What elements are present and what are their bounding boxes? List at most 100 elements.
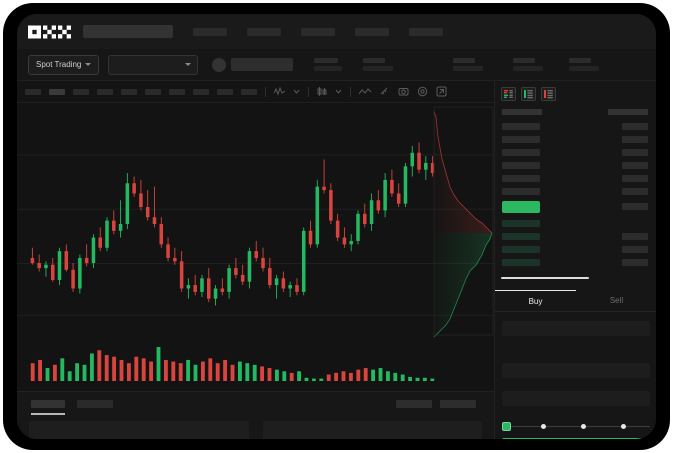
nav-item-markets[interactable] [193, 27, 227, 36]
orderbook-ask-price[interactable] [502, 136, 540, 143]
action-1-button[interactable] [396, 400, 432, 408]
timeframe-5m[interactable] [49, 88, 65, 95]
orderbook-view-toggles [495, 81, 656, 101]
orderbook-bid-price[interactable] [502, 259, 540, 266]
percent-slider-track [506, 426, 650, 427]
device-frame: Spot Trading [3, 3, 670, 450]
percent-slider-handle[interactable] [502, 422, 511, 431]
orderbook-bid-amount[interactable] [622, 233, 648, 240]
orderbook-bid-price[interactable] [502, 233, 540, 240]
tab-order-history[interactable] [77, 400, 113, 408]
stat-value [363, 66, 394, 71]
positions-card[interactable] [29, 421, 249, 439]
stat-value [314, 66, 343, 71]
okx-logo-glyph-k [43, 25, 56, 38]
nav-item-derivatives[interactable] [301, 27, 335, 36]
orderbook-ask-price[interactable] [502, 175, 540, 182]
orderbook-ask-amount[interactable] [622, 136, 648, 143]
candlestick-chart[interactable] [17, 103, 494, 339]
tab-buy[interactable]: Buy [495, 290, 576, 311]
orderbook-bid-price[interactable] [502, 246, 540, 253]
orderbook-ask-amount[interactable] [622, 149, 648, 156]
action-2-button[interactable] [440, 400, 476, 408]
toolbar-divider [350, 86, 351, 97]
stat-label [569, 58, 592, 63]
orderbook-ask-price[interactable] [502, 188, 540, 195]
chart-toolbar [17, 81, 494, 103]
timeframe-more[interactable] [241, 88, 257, 95]
stat-label [453, 58, 476, 63]
timeframe-15m[interactable] [73, 88, 89, 95]
stat-label [314, 58, 339, 63]
chevron-down-icon[interactable] [335, 88, 342, 95]
okx-logo[interactable] [28, 25, 71, 39]
orderbook-ask-amount[interactable] [622, 188, 648, 195]
orderbook-ask-amount[interactable] [622, 162, 648, 169]
timeframe-1h[interactable] [121, 88, 137, 95]
orderbook-ask-price[interactable] [502, 162, 540, 169]
market-header: Spot Trading [17, 49, 656, 81]
orderbook-bids-icon[interactable] [521, 87, 536, 101]
toolbar-divider [308, 86, 309, 97]
orderbook-bid-amount[interactable] [622, 246, 648, 253]
nav-item-trade[interactable] [247, 27, 281, 36]
trading-mode-select[interactable]: Spot Trading [28, 54, 100, 75]
orderbook-bid-amount[interactable] [622, 259, 648, 266]
timeframe-1m[interactable] [25, 88, 41, 95]
stat-value [453, 66, 484, 71]
timeframe-30m[interactable] [97, 88, 113, 95]
okx-logo-glyph-x [58, 25, 71, 38]
chevron-down-icon[interactable] [293, 88, 300, 95]
orderbook-bid-price[interactable] [502, 220, 540, 227]
candlestick-type-icon[interactable] [317, 87, 327, 96]
okx-logo-glyph-o [28, 25, 41, 38]
price-field[interactable] [502, 363, 650, 378]
percent-slider-stop-50[interactable] [581, 423, 586, 429]
orderbook-ask-amount[interactable] [622, 175, 648, 182]
volume-chart[interactable] [17, 339, 494, 391]
coin-avatar [212, 57, 227, 72]
settings-gear-icon[interactable] [417, 86, 428, 97]
orderbook-column-header-price [502, 109, 542, 115]
submit-buy-button[interactable] [502, 438, 650, 439]
trading-pair-select[interactable] [108, 54, 199, 75]
tab-open-orders[interactable] [31, 400, 65, 408]
orderbook-ask-price[interactable] [502, 123, 540, 130]
tab-active-indicator [31, 413, 65, 415]
bottom-panel [17, 391, 494, 439]
timeframe-1d[interactable] [169, 88, 185, 95]
trading-mode-label: Spot Trading [36, 60, 82, 69]
stat-change [314, 58, 343, 71]
tab-sell[interactable]: Sell [576, 290, 656, 311]
ruler-icon[interactable] [379, 86, 390, 97]
indicators-icon[interactable] [274, 87, 285, 96]
percent-slider[interactable] [502, 422, 650, 431]
orderbook-asks-icon[interactable] [541, 87, 556, 101]
assets-card[interactable] [263, 421, 482, 439]
timeframe-1mo[interactable] [217, 88, 233, 95]
line-chart-icon[interactable] [359, 87, 371, 96]
nav-item-earn[interactable] [355, 27, 389, 36]
percent-slider-stop-25[interactable] [541, 423, 546, 429]
timeframe-1w[interactable] [193, 88, 209, 95]
amount-field[interactable] [502, 391, 650, 406]
candlestick-chart-svg [17, 142, 494, 316]
top-navigation-bar [17, 14, 656, 49]
toolbar-divider [265, 86, 266, 97]
tab-sell-label: Sell [609, 296, 624, 305]
order-type-field[interactable] [502, 321, 650, 336]
orderbook-ask-amount[interactable] [622, 123, 648, 130]
search-input[interactable] [83, 25, 173, 38]
order-panel: Buy Sell [494, 81, 656, 439]
timeframe-4h[interactable] [145, 88, 161, 95]
stat-low [453, 58, 484, 71]
stat-volume-quote [569, 58, 600, 71]
percent-slider-stop-75[interactable] [621, 423, 626, 429]
fullscreen-icon[interactable] [436, 86, 447, 97]
orderbook-both-icon[interactable] [501, 87, 516, 101]
volume-chart-svg [30, 347, 435, 381]
order-form-tabs: Buy Sell [495, 290, 656, 312]
nav-item-more[interactable] [409, 27, 443, 36]
camera-icon[interactable] [398, 86, 409, 97]
orderbook-ask-price[interactable] [502, 149, 540, 156]
